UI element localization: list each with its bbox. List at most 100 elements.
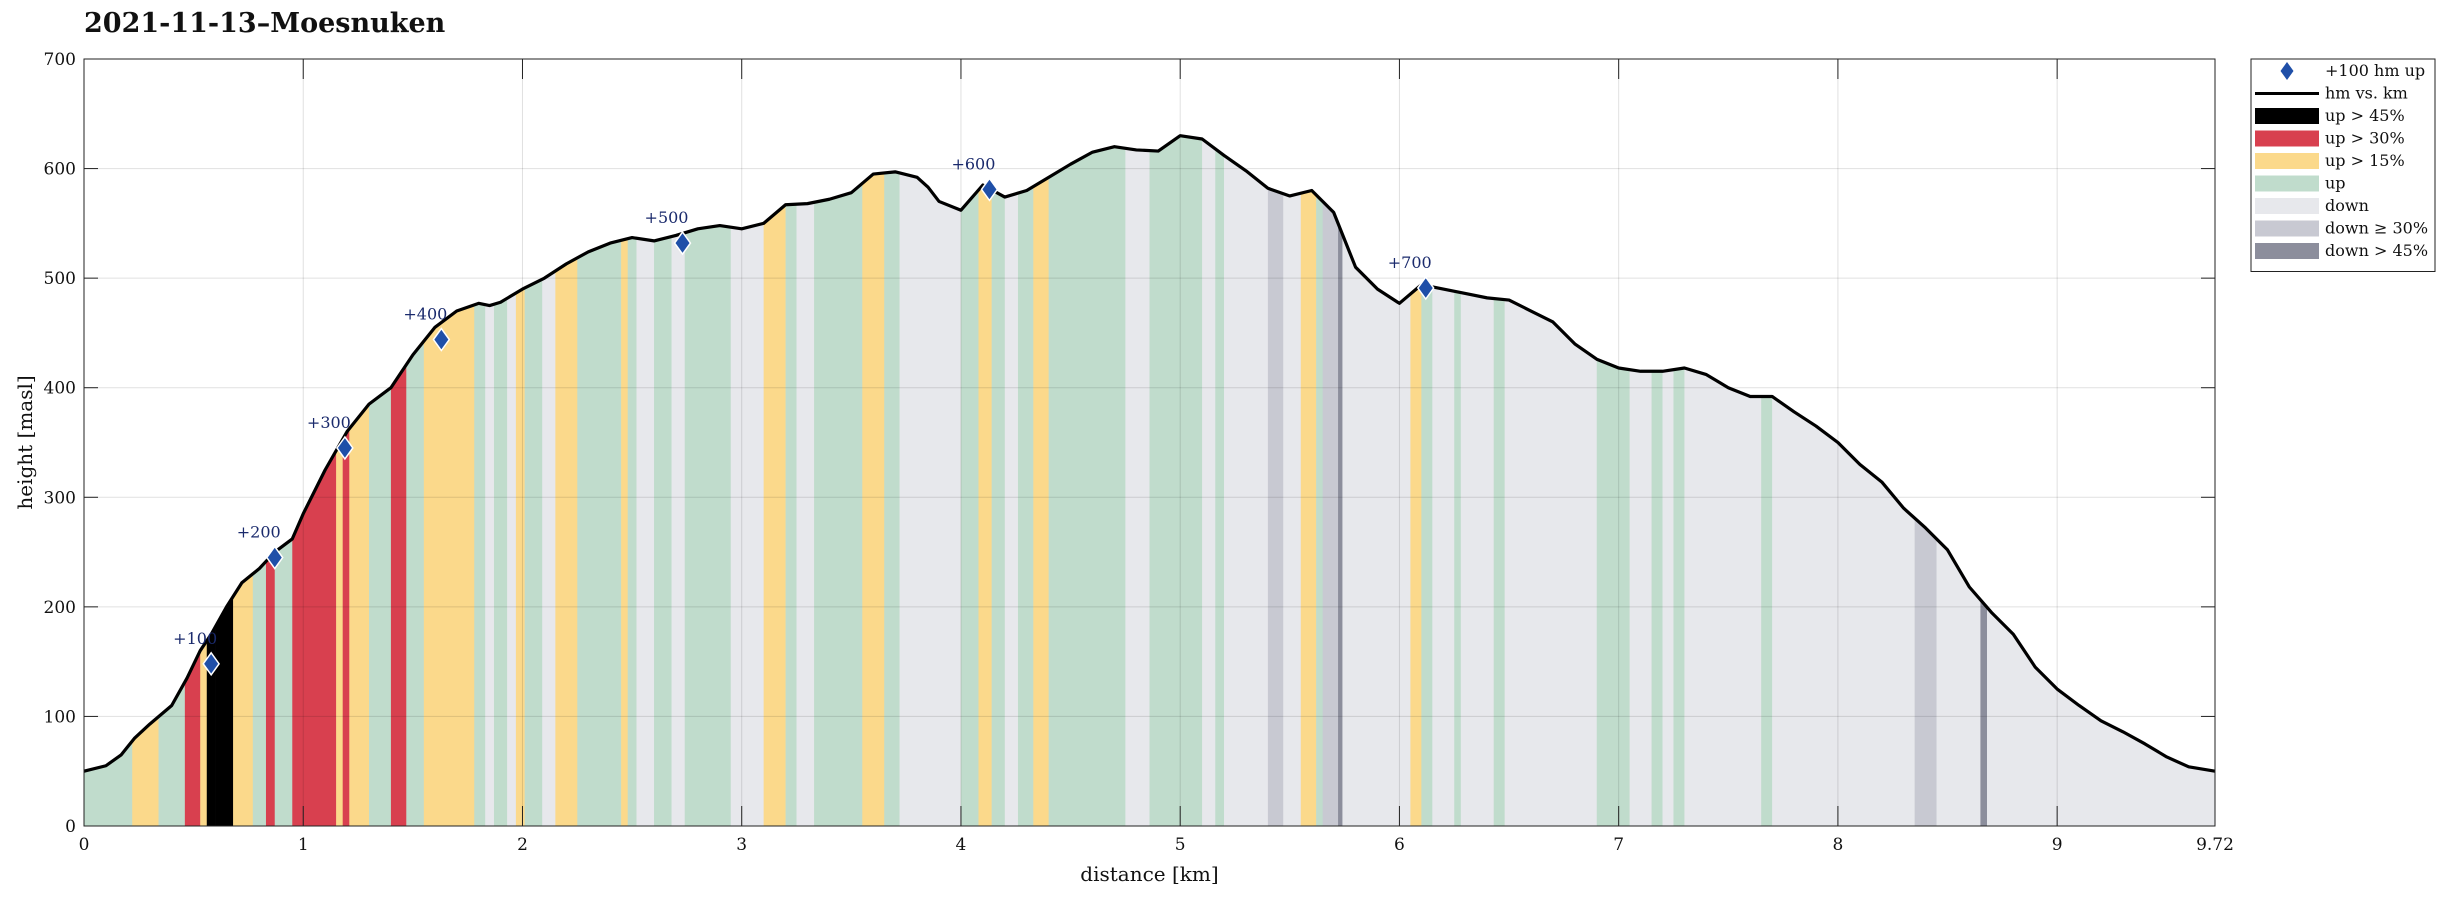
hm-marker-label: +600: [951, 154, 995, 173]
segment-up15: [978, 135, 992, 826]
legend-swatch-patch: [2255, 130, 2319, 147]
legend-label: up > 30%: [2325, 129, 2405, 148]
segment-down45: [1338, 135, 1343, 826]
segment-up: [1017, 135, 1034, 826]
legend-swatch-patch: [2255, 198, 2319, 214]
segment-down: [796, 135, 815, 826]
hm-marker: [336, 435, 354, 461]
legend-swatch-marker: [2280, 62, 2294, 80]
hm-marker: [202, 651, 221, 677]
segment-up: [1215, 135, 1225, 826]
legend-swatch-patch: [2255, 153, 2319, 169]
segment-up15: [1300, 135, 1317, 826]
segment-down30: [1267, 135, 1284, 826]
segment-up: [1651, 135, 1663, 826]
segment-up: [814, 135, 863, 826]
y-tick-label: 400: [44, 379, 76, 399]
legend-swatch-patch: [2255, 108, 2319, 124]
y-tick-label: 300: [44, 488, 76, 508]
hm-marker-label: +300: [307, 413, 351, 432]
segment-down: [1004, 135, 1019, 826]
x-tick-label: 2: [517, 835, 528, 855]
segment-up: [1454, 135, 1462, 826]
legend-label: up: [2325, 174, 2346, 193]
segment-down: [1432, 135, 1455, 826]
segment-up30: [342, 135, 350, 826]
segment-up: [1149, 135, 1203, 826]
x-tick-label: 9: [2052, 835, 2063, 855]
y-tick-label: 600: [44, 160, 76, 180]
x-tick-label: 5: [1175, 835, 1186, 855]
segment-up: [627, 135, 637, 826]
segment-up: [1493, 135, 1505, 826]
chart-title: 2021-11-13–Moesnuken: [84, 8, 446, 39]
legend-label: hm vs. km: [2325, 84, 2408, 103]
hm-marker: [1416, 275, 1435, 301]
segment-up: [991, 135, 1006, 826]
x-tick-label: 7: [1613, 835, 1624, 855]
x-tick-label: 0: [79, 835, 90, 855]
segment-up15: [515, 135, 525, 826]
axes-box: [83, 58, 2216, 827]
segment-up15: [862, 135, 885, 826]
segment-up: [1761, 135, 1773, 826]
legend-label: down > 45%: [2325, 241, 2428, 260]
y-tick-label: 700: [44, 50, 76, 70]
profile-line: [83, 134, 2216, 773]
segment-up15: [555, 135, 578, 826]
segment-down: [485, 135, 495, 826]
segment-up: [1048, 135, 1126, 826]
y-axis-label: height [masl]: [13, 375, 37, 509]
segment-down: [636, 135, 655, 826]
segment-up: [960, 135, 979, 826]
hm-marker-label: +500: [645, 208, 689, 227]
hm-marker: [432, 327, 451, 352]
segment-down: [542, 135, 556, 826]
x-tick-label: 6: [1394, 835, 1405, 855]
x-tick-label: 3: [736, 835, 747, 855]
segment-up15: [1410, 135, 1422, 826]
segment-down: [1662, 135, 1674, 826]
hm-marker-label: +200: [237, 523, 281, 542]
segment-down: [671, 135, 686, 826]
x-tick-label: 8: [1832, 835, 1843, 855]
hm-marker-label: +100: [173, 629, 217, 648]
segment-down: [730, 135, 764, 826]
legend-label: down ≥ 30%: [2325, 219, 2428, 238]
segment-up: [684, 135, 732, 826]
segment-down: [899, 135, 962, 826]
hm-marker: [673, 230, 692, 256]
x-tick-label: 9.72: [2196, 835, 2234, 855]
legend-label: up > 45%: [2325, 106, 2405, 125]
segment-up: [474, 135, 486, 826]
legend-swatch-patch: [2255, 243, 2319, 259]
segment-down: [1283, 135, 1302, 826]
segment-down: [1125, 135, 1150, 826]
segment-up: [1316, 135, 1323, 826]
legend-label: up > 15%: [2325, 151, 2405, 170]
segment-down: [1202, 135, 1216, 826]
segment-up15: [763, 135, 786, 826]
segment-up: [1421, 135, 1433, 826]
segment-up15: [1033, 135, 1049, 826]
segment-up: [785, 135, 797, 826]
segment-up15: [621, 135, 629, 826]
x-tick-label: 1: [298, 835, 309, 855]
segment-up: [493, 135, 508, 826]
x-tick-label: 4: [956, 835, 967, 855]
segment-up: [1673, 135, 1685, 826]
legend-label: +100 hm up: [2325, 61, 2425, 80]
hm-marker: [980, 177, 999, 202]
legend-swatch-patch: [2255, 175, 2319, 192]
y-tick-label: 200: [44, 598, 76, 618]
y-tick-label: 100: [44, 707, 76, 727]
segment-up: [654, 135, 672, 826]
segment-down30: [1322, 135, 1339, 826]
y-tick-label: 500: [44, 269, 76, 289]
legend-label: down: [2325, 196, 2369, 215]
segment-down: [1224, 135, 1269, 826]
segment-down: [507, 135, 517, 826]
legend-swatch-patch: [2255, 220, 2319, 237]
hm-marker-label: +400: [403, 305, 447, 324]
